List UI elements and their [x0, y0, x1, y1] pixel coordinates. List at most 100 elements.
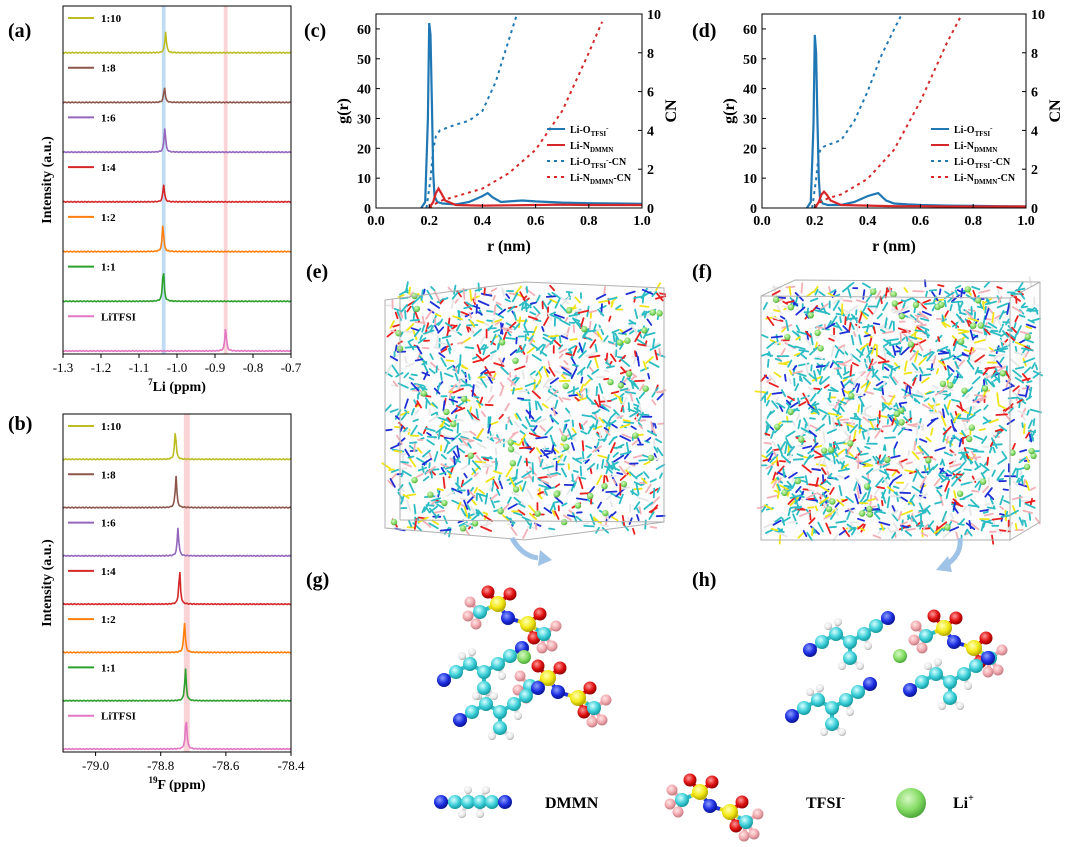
atom-o [949, 611, 963, 625]
bond-stick [964, 529, 968, 535]
bond-stick [983, 512, 994, 517]
bond-stick [594, 327, 602, 332]
bond-stick [595, 385, 598, 397]
bond-stick [600, 404, 610, 413]
bond-stick [641, 288, 654, 295]
atom-f [664, 798, 676, 810]
bond-stick [957, 523, 965, 526]
bond-stick [813, 387, 821, 391]
bond-stick [868, 358, 874, 370]
legend-label: 1:2 [101, 614, 116, 626]
li-atom [884, 456, 891, 464]
bond-stick [485, 476, 496, 483]
highlight-band [161, 6, 166, 354]
y-axis-label: g(r) [335, 98, 352, 124]
bond-stick [782, 300, 788, 305]
bond-stick [633, 403, 640, 408]
bond-stick [407, 519, 413, 528]
bond-stick [935, 525, 939, 536]
li-atom [847, 440, 854, 447]
bond-stick [606, 454, 610, 462]
atom-c [843, 651, 857, 665]
x-tick-label: 0.0 [753, 214, 771, 229]
bond-stick [952, 412, 960, 424]
bond-stick [766, 450, 774, 458]
bond-stick [652, 338, 656, 349]
bond-stick [387, 479, 395, 487]
bond-stick [947, 296, 953, 303]
bond-stick [476, 319, 485, 324]
bond-stick [952, 498, 962, 507]
bond-stick [638, 458, 648, 462]
bond-stick [874, 495, 879, 502]
bond-stick [985, 300, 997, 306]
bond-stick [571, 479, 577, 483]
bond-stick [411, 295, 422, 306]
bond-stick [518, 316, 522, 329]
bond-stick [787, 343, 796, 349]
bond-stick [902, 302, 906, 309]
legend-label: 1:8 [101, 63, 116, 75]
bond-stick [487, 434, 495, 440]
atom-c [519, 689, 533, 703]
bond-stick [932, 463, 939, 470]
bond-stick [785, 402, 792, 408]
bond-stick [799, 511, 811, 517]
bond-stick [421, 449, 431, 458]
bond-stick [584, 354, 594, 357]
bond-stick [940, 476, 949, 483]
bond-stick [404, 398, 409, 409]
series-line [425, 13, 518, 209]
bond-stick [807, 386, 817, 392]
series-line [814, 17, 961, 209]
bond-stick [788, 286, 792, 296]
li-atom [574, 502, 582, 509]
bond-stick [850, 354, 854, 361]
li-atom [460, 395, 468, 403]
bond-stick [770, 477, 778, 484]
bond-stick [809, 332, 814, 346]
bond-stick [493, 500, 500, 503]
bond-stick [639, 384, 645, 392]
bond-stick [463, 499, 469, 510]
bond-stick [642, 360, 647, 371]
bond-stick [835, 458, 840, 465]
bond-stick [529, 337, 534, 345]
bond-stick [771, 460, 778, 465]
bond-stick [577, 321, 581, 329]
bond-stick [472, 358, 483, 364]
atom-c [507, 697, 521, 711]
bond-stick [572, 317, 581, 322]
bond-stick [488, 416, 492, 426]
li-atom [642, 385, 649, 392]
box-frame-f [760, 279, 1041, 541]
bond-stick [568, 313, 581, 318]
bond-stick [645, 483, 652, 494]
bond-stick [909, 498, 915, 507]
bond-stick [448, 398, 459, 403]
bond-stick [888, 479, 895, 487]
bond-stick [399, 331, 404, 338]
atom-n [551, 685, 565, 699]
bond-stick [855, 453, 860, 462]
bond-stick [558, 353, 564, 359]
atom-c [479, 697, 493, 711]
bond-stick [410, 327, 420, 332]
bond-stick [421, 315, 426, 326]
bond-stick [787, 395, 795, 402]
bond-stick [412, 312, 416, 321]
atom-s [490, 596, 506, 612]
y2-tick-label: 8 [647, 47, 654, 62]
bond-stick [395, 371, 404, 378]
bond-stick [486, 319, 494, 323]
bond-stick [806, 531, 813, 542]
bond-stick [994, 314, 1001, 320]
panel-label-b: (b) [8, 413, 32, 435]
bond-stick [553, 313, 565, 319]
bond-stick [777, 527, 784, 532]
bond-stick [941, 415, 947, 427]
atom-c [957, 667, 971, 681]
bond-stick [619, 486, 631, 491]
bond-stick [408, 481, 415, 494]
